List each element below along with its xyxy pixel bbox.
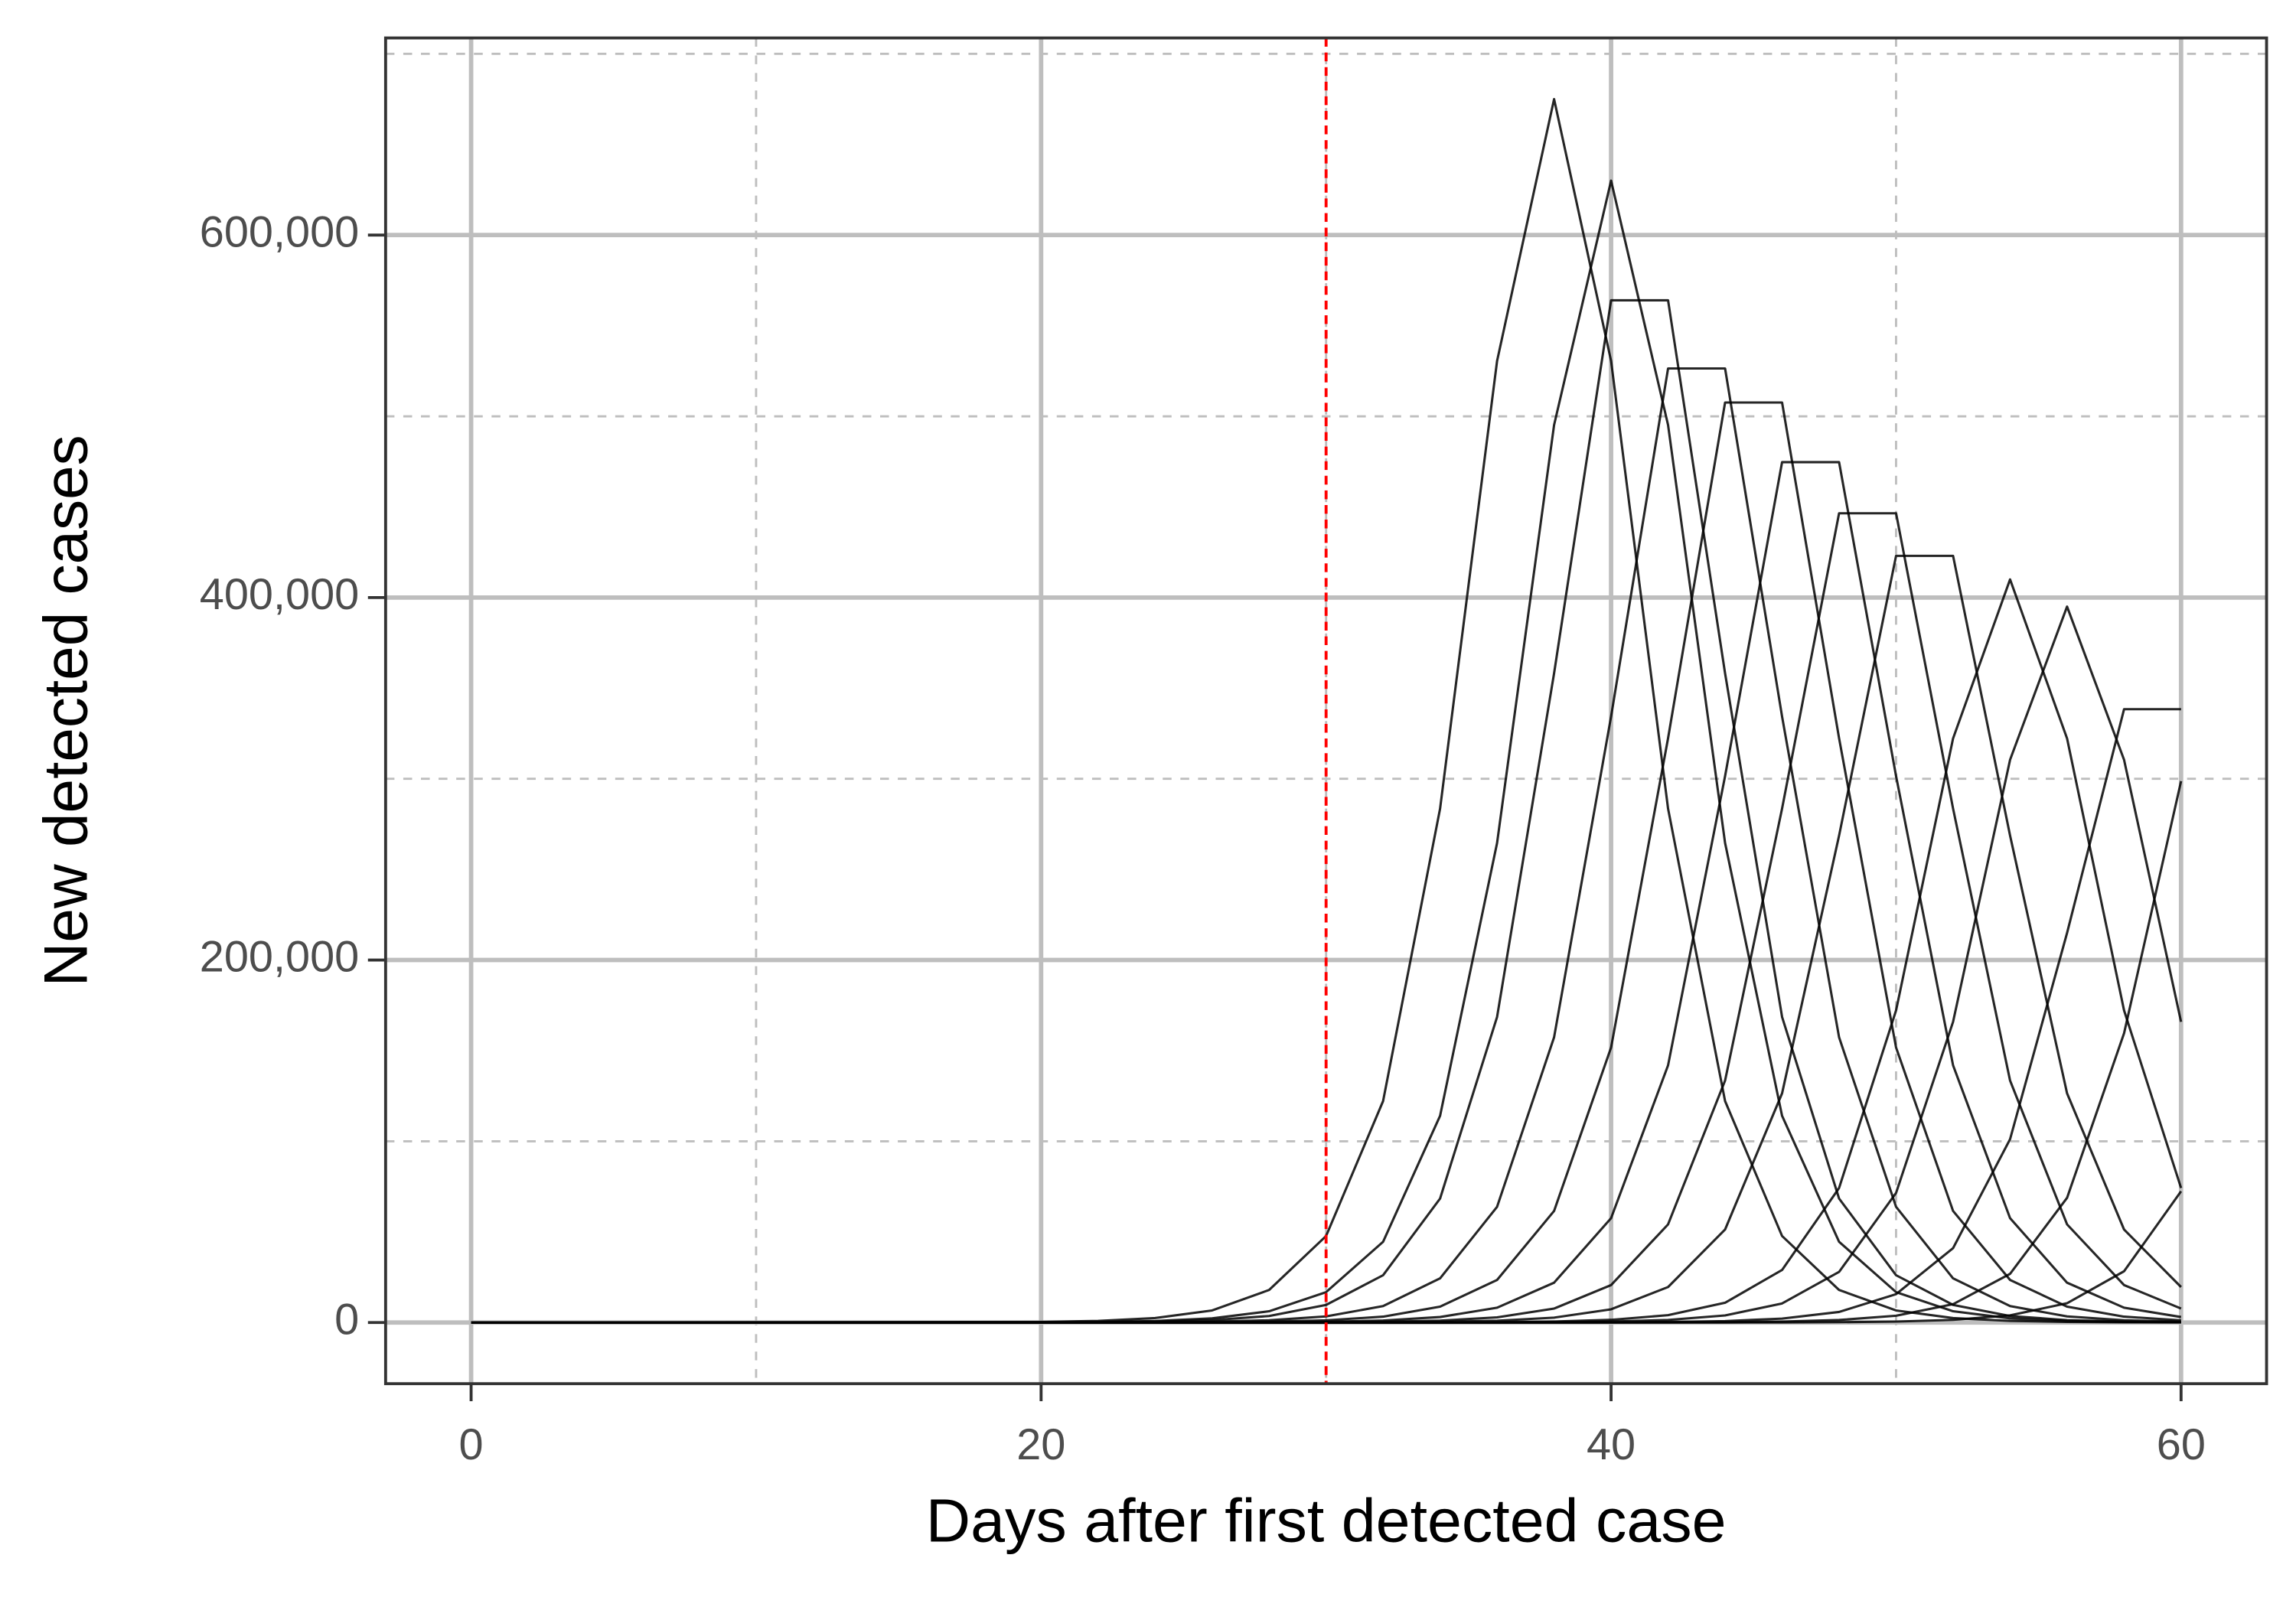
x-tick-label: 20 [1016,1420,1065,1469]
series-line [471,1190,2183,1324]
y-tick-label: 0 [334,1296,359,1345]
x-tick-label: 40 [1587,1420,1636,1469]
series-line [471,179,2181,1324]
lines [471,37,2183,1384]
series-line [471,98,2181,1324]
y-tick-label: 400,000 [200,570,359,619]
y-tick-label: 200,000 [200,933,359,982]
y-tick-label: 600,000 [200,207,359,256]
axes: 0 20 40 60 0 200,000 400,000 600,000 [200,36,2268,1469]
x-tick-label: 60 [2157,1420,2206,1469]
x-tick-label: 0 [459,1420,484,1469]
panel-border [383,36,2268,1386]
x-axis-title: Days after first detected case [926,1487,1727,1556]
y-axis-title: New detected cases [31,435,100,986]
